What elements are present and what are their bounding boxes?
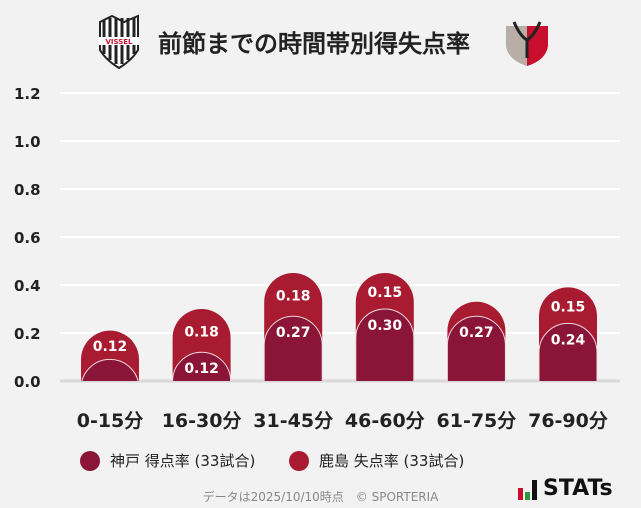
bar-kobe (81, 358, 139, 381)
data-label-kobe: 0.27 (276, 325, 311, 341)
bar-kobe (538, 322, 598, 381)
data-label-kobe: 0.24 (551, 332, 586, 348)
bar-kobe (355, 308, 415, 381)
y-tick-label: 0.0 (14, 373, 41, 391)
stats-brand: STATs (543, 476, 613, 501)
data-label-kobe: 0.27 (459, 325, 494, 341)
data-label-kobe: 0.30 (368, 318, 403, 334)
x-tick-label: 31-45分 (253, 410, 333, 432)
legend-swatch (289, 450, 309, 471)
x-tick-label: 16-30分 (162, 410, 242, 432)
antlers-logo (506, 21, 548, 66)
data-label-kashima: 0.18 (276, 289, 311, 305)
footer-note: データは2025/10/10時点 © SPORTERIA (202, 490, 439, 504)
y-tick-label: 0.2 (14, 325, 41, 343)
legend-label: 神戸 得点率 (33試合) (110, 452, 256, 470)
data-label-kobe: 0.12 (184, 361, 219, 377)
y-tick-label: 1.2 (14, 85, 41, 103)
legend-label: 鹿島 失点率 (33試合) (319, 452, 465, 470)
y-tick-label: 0.6 (14, 229, 41, 247)
x-tick-label: 0-15分 (77, 410, 144, 432)
stats-logo: STATs (518, 478, 613, 500)
vissel-logo: VISSEL (99, 14, 139, 70)
bar-kobe (263, 315, 323, 381)
legend-swatch (80, 450, 100, 471)
legend-item-kobe: 神戸 得点率 (33試合) (80, 450, 255, 471)
svg-text:VISSEL: VISSEL (105, 38, 133, 46)
data-label-kashima: 0.15 (551, 299, 586, 315)
data-label-kashima: 0.12 (93, 339, 128, 355)
x-tick-label: 61-75分 (437, 410, 517, 432)
y-tick-label: 1.0 (14, 133, 41, 151)
x-tick-label: 46-60分 (345, 410, 425, 432)
data-label-kashima: 0.18 (184, 325, 219, 341)
bar-kobe (172, 351, 232, 381)
legend-item-kashima: 鹿島 失点率 (33試合) (289, 450, 464, 471)
x-tick-label: 76-90分 (528, 410, 608, 432)
stats-bars-icon (518, 480, 537, 500)
y-tick-label: 0.8 (14, 181, 41, 199)
data-label-kashima: 0.15 (368, 285, 403, 301)
chart-title: 前節までの時間帯別得失点率 (158, 30, 470, 58)
bar-kobe (446, 315, 506, 381)
y-tick-label: 0.4 (14, 277, 41, 295)
